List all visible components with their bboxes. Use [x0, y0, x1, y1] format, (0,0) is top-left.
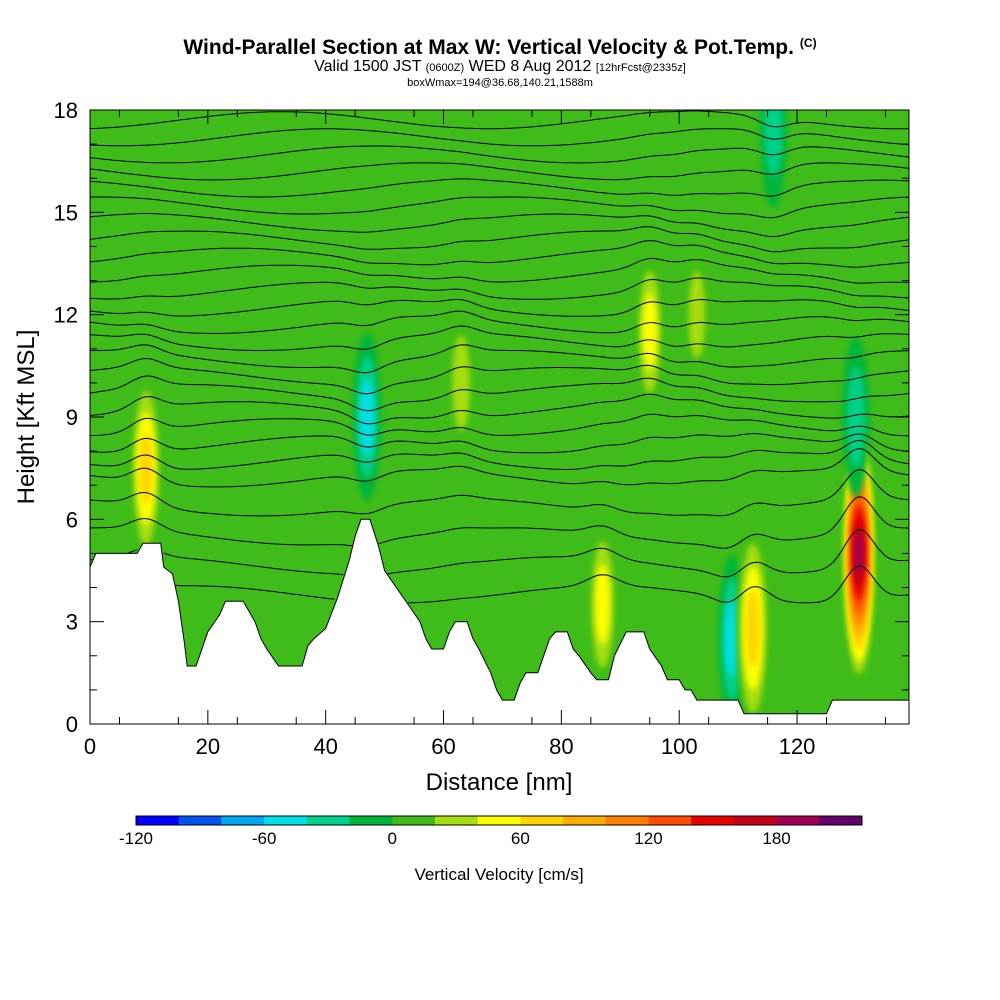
colorbar-swatch: [819, 816, 863, 825]
theta-contour: [90, 226, 909, 253]
colorbar-swatch: [563, 816, 607, 825]
velocity-band: [359, 378, 375, 456]
velocity-band: [725, 600, 740, 678]
theta-contour: [90, 496, 909, 549]
theta-contour: [90, 178, 909, 198]
x-tick-label: 80: [549, 734, 573, 759]
colorbar-swatch: [264, 816, 308, 825]
plot-area: [90, 110, 909, 724]
velocity-band: [642, 293, 657, 371]
colorbar-swatch: [776, 816, 820, 825]
y-tick-label: 18: [54, 98, 78, 123]
velocity-band: [452, 335, 470, 431]
colorbar-swatch: [520, 816, 564, 825]
theta-contour: [90, 529, 909, 578]
x-axis-title: Distance [nm]: [426, 769, 573, 796]
theta-contours: [90, 110, 909, 604]
colorbar-swatch: [691, 816, 735, 825]
theta-contour: [175, 565, 909, 604]
colorbar-swatch: [136, 816, 180, 825]
colorbar-swatch: [733, 816, 778, 825]
colorbar-tick-label: -120: [119, 829, 153, 848]
valid-date: WED 8 Aug 2012: [468, 58, 592, 75]
velocity-feature: [842, 336, 870, 498]
x-tick-label: 0: [84, 734, 96, 759]
velocity-feature: [684, 244, 710, 385]
y-tick-label: 6: [66, 507, 78, 532]
colorbar-swatch: [648, 816, 692, 825]
theta-contour: [90, 310, 909, 334]
y-tick-label: 9: [66, 405, 78, 430]
colorbar-swatch: [434, 816, 479, 825]
theta-contour: [90, 162, 909, 181]
y-tick-label: 15: [54, 200, 78, 225]
theta-contour: [90, 375, 909, 412]
colorbar-tick-label: -60: [252, 829, 277, 848]
box-info: boxWmax=194@36.68,140.21,1588m: [407, 77, 593, 89]
theta-contour: [90, 344, 909, 374]
theta-contour: [90, 469, 909, 517]
colorbar-swatch: [306, 816, 351, 825]
colorbar-tick-label: 0: [388, 829, 397, 848]
velocity-band: [854, 531, 863, 576]
valid-prefix: Valid 1500 JST: [314, 58, 422, 75]
velocity-feature: [588, 517, 618, 693]
velocity-band: [595, 564, 610, 645]
terrain: [90, 518, 909, 724]
colorbar-swatch: [178, 816, 222, 825]
title-text: Wind-Parallel Section at Max W: Vertical…: [183, 36, 794, 59]
colorbar-swatch: [392, 816, 436, 825]
x-tick-label: 20: [196, 734, 220, 759]
x-tick-label: 100: [661, 734, 698, 759]
colorbar: -120 -60 0 60 120 180: [119, 815, 863, 848]
y-tick-label: 12: [54, 303, 78, 328]
theta-contour: [90, 277, 909, 300]
theta-contour: [90, 413, 909, 437]
velocity-features: [130, 110, 876, 724]
theta-contour: [90, 439, 909, 470]
colorbar-tick-label: 120: [634, 829, 662, 848]
colorbar-swatch: [349, 816, 393, 825]
valid-utc: (0600Z): [425, 62, 465, 74]
colorbar-title: Vertical Velocity [cm/s]: [414, 865, 583, 884]
theta-contour: [90, 257, 909, 284]
copyright-mark: (C): [799, 36, 817, 50]
theta-contour: [90, 240, 909, 268]
colorbar-tick-label: 180: [762, 829, 790, 848]
velocity-feature: [448, 305, 475, 460]
y-tick-label: 0: [66, 712, 78, 737]
velocity-band: [847, 367, 865, 467]
y-tick-label: 3: [66, 610, 78, 635]
theta-contour: [90, 110, 909, 130]
theta-contour: [90, 448, 909, 488]
x-tick-label: 120: [779, 734, 816, 759]
y-axis-title: Height [Kft MSL]: [13, 330, 40, 505]
chart-subtitle: Valid 1500 JST (0600Z) WED 8 Aug 2012 [1…: [0, 58, 1000, 76]
theta-contour: [90, 325, 909, 351]
x-tick-label: 40: [313, 734, 337, 759]
axes: 0 20 40 60 80 100 120 0 3 6 9 12 15 18: [54, 98, 909, 759]
velocity-feature: [736, 520, 770, 724]
velocity-feature: [352, 333, 381, 501]
colorbar-swatch: [477, 816, 521, 825]
theta-contour: [90, 433, 909, 454]
forecast-info: [12hrFcst@2335z]: [595, 62, 686, 74]
theta-contour: [90, 213, 909, 238]
colorbar-swatch: [221, 816, 265, 825]
theta-contour: [90, 128, 909, 147]
velocity-feature: [635, 247, 664, 416]
chart-title: Wind-Parallel Section at Max W: Vertical…: [0, 36, 1000, 60]
theta-contour: [90, 299, 909, 317]
velocity-band: [688, 271, 706, 359]
velocity-band: [746, 589, 760, 668]
x-tick-label: 60: [431, 734, 455, 759]
theta-contour: [90, 357, 909, 395]
theta-contour: [90, 196, 909, 219]
colorbar-tick-label: 60: [511, 829, 530, 848]
theta-contour: [90, 145, 909, 164]
colorbar-frame: [135, 815, 863, 826]
colorbar-swatch: [605, 816, 649, 825]
theta-contour: [90, 393, 909, 425]
